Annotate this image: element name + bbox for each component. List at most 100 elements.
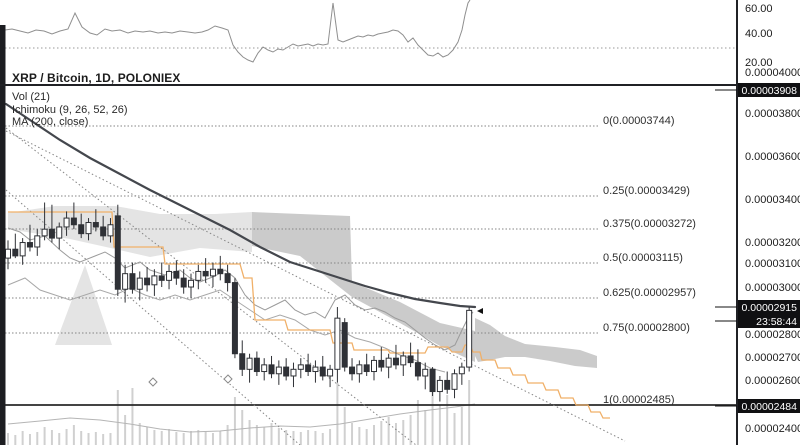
candle-body bbox=[312, 366, 319, 373]
candle-body bbox=[217, 268, 224, 275]
axis-label[interactable]: 0.00002800 bbox=[745, 329, 800, 341]
axis-label[interactable]: 0.00003800 bbox=[745, 108, 800, 120]
candle-body bbox=[451, 373, 458, 390]
fib-labels[interactable]: 0(0.00003744) 0.25(0.00003429) 0.375(0.000… bbox=[603, 115, 696, 406]
candle-body bbox=[349, 366, 356, 375]
legend-item-volume[interactable]: Vol (21) bbox=[12, 91, 50, 103]
price-axis-labels[interactable]: 60.00 40.00 20.000.00004000 0.00003800 0.000… bbox=[745, 3, 800, 435]
candle-body bbox=[400, 355, 407, 366]
trendline-fan[interactable] bbox=[5, 127, 626, 445]
candle-body bbox=[429, 368, 436, 393]
volume-bar bbox=[358, 427, 361, 445]
candle-body bbox=[305, 364, 312, 373]
diamond-marker bbox=[148, 377, 158, 387]
axis-label[interactable]: 0.00002700 bbox=[745, 352, 800, 364]
candle-body bbox=[458, 366, 465, 375]
candle-body bbox=[63, 217, 70, 228]
candle-body bbox=[371, 359, 377, 373]
candle-body bbox=[253, 357, 260, 373]
fib-label[interactable]: 0.75(0.00002800) bbox=[603, 322, 690, 334]
candle-body bbox=[356, 364, 363, 375]
last-price-marker bbox=[477, 308, 483, 314]
last-price-tag-text: 0.00002915 bbox=[742, 302, 798, 314]
price-tag-text: 0.00003908 bbox=[742, 85, 798, 97]
volume-bars bbox=[7, 380, 471, 445]
candle-body bbox=[78, 224, 85, 235]
axis-label[interactable]: 0.00003200 bbox=[745, 237, 800, 249]
axis-label[interactable]: 0.00003600 bbox=[745, 151, 800, 163]
candle-body bbox=[392, 357, 399, 366]
volume-bar bbox=[116, 390, 119, 445]
axis-label[interactable]: 0.00004000 bbox=[745, 67, 800, 79]
legend: XRP / Bitcoin, 1D, POLONIEX Vol (21) Ich… bbox=[12, 71, 181, 130]
fib-label[interactable]: 0.25(0.00003429) bbox=[603, 185, 690, 197]
volume-bar bbox=[14, 435, 17, 445]
candle-body bbox=[385, 357, 392, 368]
candle-body bbox=[239, 353, 246, 370]
fib-label[interactable]: 0.625(0.00002957) bbox=[603, 287, 696, 299]
volume-bar bbox=[211, 433, 214, 445]
tenkan-line bbox=[7, 227, 474, 351]
dotted-trendline[interactable] bbox=[5, 130, 626, 442]
candle-body bbox=[290, 368, 297, 377]
candle-body bbox=[166, 270, 173, 281]
candle-body bbox=[158, 275, 165, 281]
volume-bar bbox=[248, 420, 251, 445]
volume-bar bbox=[343, 407, 346, 445]
countdown-tag-text: 23:58:44 bbox=[756, 316, 797, 328]
legend-item-ma[interactable]: MA (200, close) bbox=[12, 116, 89, 128]
volume-ma-line bbox=[7, 403, 476, 433]
axis-label[interactable]: 0.00003100 bbox=[745, 258, 800, 270]
candle-body bbox=[319, 366, 326, 377]
volume-bar bbox=[58, 433, 61, 445]
volume-bar bbox=[307, 430, 310, 445]
fib-label[interactable]: 1(0.00002485) bbox=[603, 394, 675, 406]
volume-bar bbox=[21, 431, 24, 445]
volume-bar bbox=[226, 425, 229, 445]
volume-bar bbox=[160, 431, 163, 445]
volume-bar bbox=[36, 432, 39, 445]
axis-label[interactable]: 40.00 bbox=[745, 28, 773, 40]
axis-label[interactable]: 20.00 bbox=[745, 57, 773, 69]
symbol-title[interactable]: XRP / Bitcoin, 1D, POLONIEX bbox=[12, 71, 181, 85]
volume-bar bbox=[438, 405, 441, 445]
fib-label[interactable]: 0.5(0.00003115) bbox=[603, 252, 683, 264]
left-toolbar-edge bbox=[0, 25, 6, 445]
volume-bar bbox=[460, 407, 463, 445]
volume-bar bbox=[431, 387, 434, 445]
candle-body bbox=[195, 270, 202, 281]
candle-body bbox=[173, 270, 180, 279]
candle-body bbox=[188, 279, 194, 288]
volume-bar bbox=[292, 431, 295, 445]
dotted-trendline[interactable] bbox=[5, 189, 301, 445]
axis-label[interactable]: 0.00003000 bbox=[745, 282, 800, 294]
candle-body bbox=[327, 368, 334, 377]
candle-body bbox=[436, 379, 443, 393]
volume-bar bbox=[263, 427, 266, 445]
volume-bar bbox=[365, 429, 368, 445]
volume-bar bbox=[321, 433, 324, 445]
fib-label[interactable]: 0.375(0.00003272) bbox=[603, 218, 696, 230]
price-tag-box bbox=[738, 83, 800, 97]
candle-body bbox=[144, 277, 151, 286]
volume-bar bbox=[168, 429, 171, 445]
fib-label[interactable]: 0(0.00003744) bbox=[603, 115, 675, 127]
axis-label[interactable]: 0.00002600 bbox=[745, 375, 800, 387]
price-tag-text: 0.00002484 bbox=[742, 401, 798, 413]
volume-bar bbox=[197, 430, 200, 445]
volume-bar bbox=[131, 388, 134, 445]
volume-bar bbox=[387, 417, 390, 445]
volume-bar bbox=[277, 428, 280, 445]
axis-label[interactable]: 0.00002400 bbox=[745, 423, 800, 435]
cloud-polygon bbox=[475, 318, 597, 368]
volume-bar bbox=[124, 415, 127, 445]
axis-label[interactable]: 60.00 bbox=[745, 3, 773, 15]
volume-bar bbox=[270, 423, 273, 445]
price-tags: 0.00003908 0.00002915 23:58:44 0.00002484 bbox=[715, 83, 800, 413]
volume-bar bbox=[7, 433, 9, 445]
ma-200-line bbox=[4, 102, 477, 309]
legend-item-ichimoku[interactable]: Ichimoku (9, 26, 52, 26) bbox=[12, 103, 128, 116]
axis-label[interactable]: 0.00003400 bbox=[745, 194, 800, 206]
